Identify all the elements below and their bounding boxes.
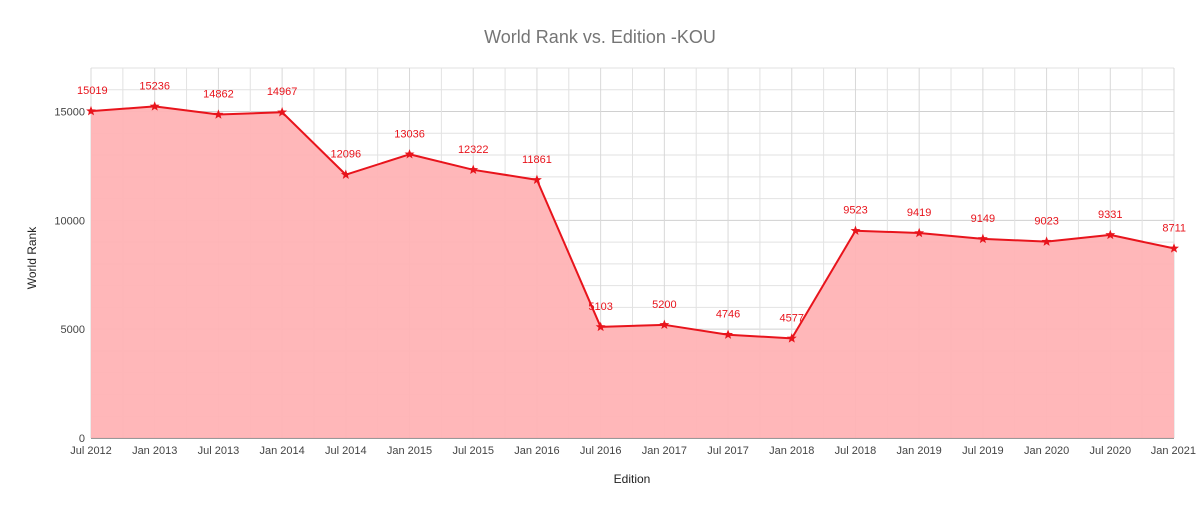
y-tick-label: 15000 bbox=[54, 107, 85, 119]
data-point-marker bbox=[977, 233, 988, 244]
data-label: 5200 bbox=[652, 299, 676, 311]
data-point-marker bbox=[149, 101, 160, 111]
y-tick-label: 0 bbox=[79, 433, 85, 445]
x-axis-label: Edition bbox=[614, 472, 651, 486]
data-label: 9149 bbox=[971, 213, 995, 225]
x-tick-label: Jul 2016 bbox=[580, 445, 622, 457]
area-fill bbox=[91, 106, 1174, 438]
data-point-marker bbox=[595, 321, 606, 332]
data-point-marker bbox=[86, 105, 96, 116]
x-tick-label: Jan 2021 bbox=[1151, 445, 1196, 457]
x-tick-label: Jul 2018 bbox=[835, 445, 877, 457]
data-label: 9023 bbox=[1034, 216, 1058, 228]
markers-group bbox=[86, 101, 1179, 343]
x-tick-label: Jan 2016 bbox=[514, 445, 559, 457]
y-tick-label: 10000 bbox=[54, 215, 85, 227]
data-label: 11861 bbox=[522, 154, 552, 166]
data-label: 12096 bbox=[331, 149, 362, 161]
data-labels-group: 15019 15236 14862 14967 12096 13036 12322 11861… bbox=[77, 80, 1186, 324]
x-tick-label: Jan 2018 bbox=[769, 445, 814, 457]
x-tick-label: Jul 2015 bbox=[452, 445, 494, 457]
data-point-marker bbox=[277, 107, 288, 117]
y-tick-label: 5000 bbox=[61, 324, 85, 336]
data-point-marker bbox=[213, 109, 224, 119]
x-tick-label: Jan 2020 bbox=[1024, 445, 1069, 457]
data-point-marker bbox=[659, 319, 670, 330]
data-label: 14967 bbox=[267, 86, 298, 98]
data-point-marker bbox=[914, 227, 925, 238]
data-label: 4746 bbox=[716, 309, 740, 321]
data-label: 13036 bbox=[394, 128, 425, 140]
chart-title: World Rank vs. Edition -KOU bbox=[484, 27, 716, 47]
x-tick-label: Jul 2013 bbox=[198, 445, 240, 457]
data-point-marker bbox=[1041, 236, 1052, 246]
x-tick-label: Jan 2019 bbox=[897, 445, 942, 457]
data-label: 15019 bbox=[77, 85, 108, 97]
data-label: 5103 bbox=[588, 301, 612, 313]
data-point-marker bbox=[786, 333, 797, 343]
x-tick-label: Jul 2014 bbox=[325, 445, 367, 457]
data-point-marker bbox=[850, 225, 861, 235]
x-axis-ticks: Jul 2012 Jan 2013 Jul 2013 Jan 2014 Jul 2014… bbox=[70, 445, 1196, 457]
data-point-marker bbox=[1169, 243, 1179, 253]
x-tick-label: Jan 2013 bbox=[132, 445, 177, 457]
x-tick-label: Jan 2015 bbox=[387, 445, 432, 457]
data-label: 4577 bbox=[780, 312, 804, 324]
data-point-marker bbox=[340, 169, 351, 179]
data-label: 8711 bbox=[1162, 222, 1186, 234]
series-line-group bbox=[90, 105, 1175, 340]
data-point-marker bbox=[468, 164, 479, 175]
y-axis-ticks: 0 5000 10000 15000 bbox=[54, 107, 85, 445]
x-tick-label: Jan 2014 bbox=[259, 445, 304, 457]
series-line bbox=[90, 105, 1175, 340]
data-label: 15236 bbox=[139, 80, 170, 92]
data-point-marker bbox=[723, 329, 733, 339]
x-tick-label: Jul 2017 bbox=[707, 445, 749, 457]
y-axis-label: World Rank bbox=[25, 226, 39, 289]
area-fill-group bbox=[91, 106, 1174, 438]
x-tick-label: Jul 2012 bbox=[70, 445, 112, 457]
data-label: 9331 bbox=[1098, 209, 1122, 221]
data-label: 9523 bbox=[843, 205, 867, 217]
x-tick-label: Jul 2019 bbox=[962, 445, 1004, 457]
data-point-marker bbox=[404, 149, 415, 159]
data-label: 14862 bbox=[203, 89, 234, 101]
data-point-marker bbox=[1105, 229, 1116, 240]
data-point-marker bbox=[532, 174, 542, 185]
data-label: 9419 bbox=[907, 207, 931, 219]
x-tick-label: Jul 2020 bbox=[1089, 445, 1131, 457]
x-tick-label: Jan 2017 bbox=[642, 445, 687, 457]
data-label: 12322 bbox=[458, 144, 489, 156]
